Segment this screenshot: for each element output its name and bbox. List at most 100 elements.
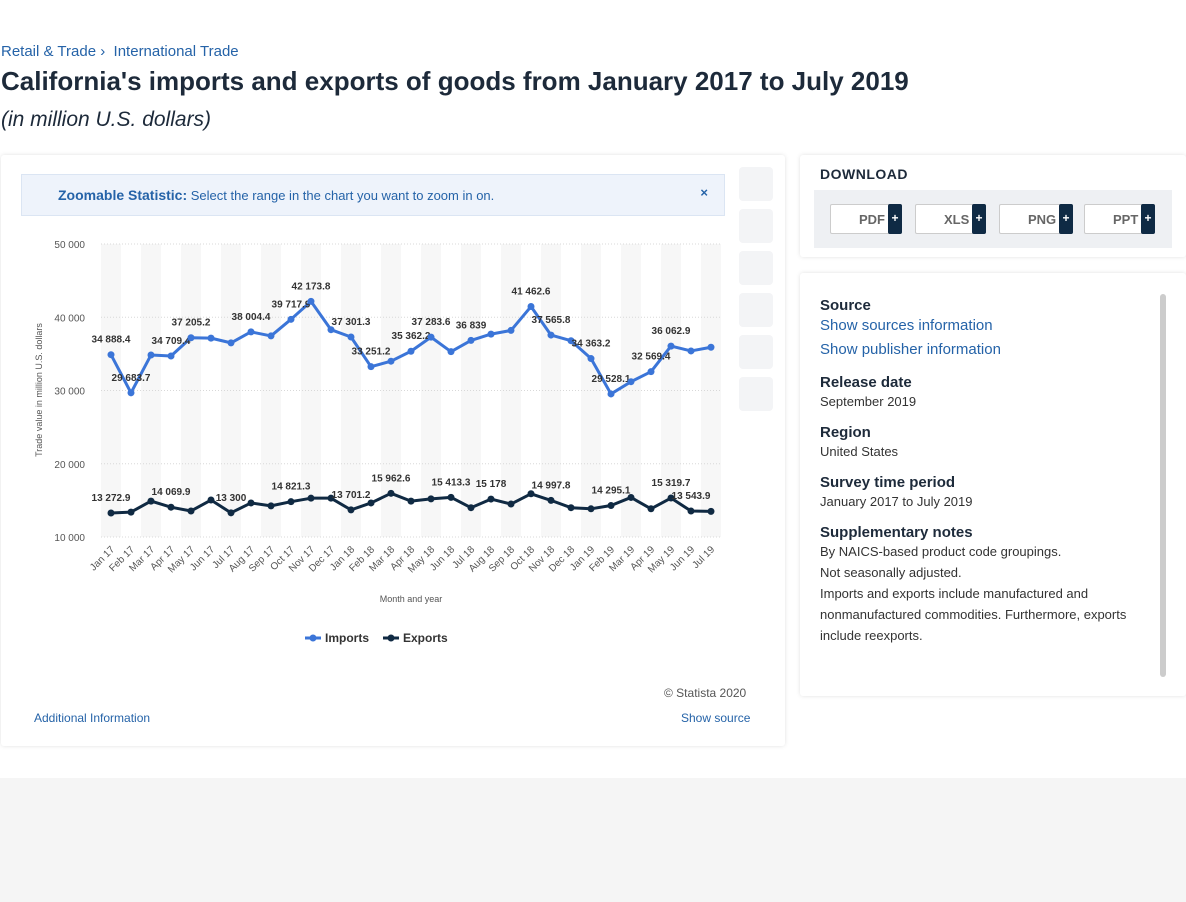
data-point (567, 337, 575, 345)
data-point (267, 332, 275, 340)
data-point (507, 500, 515, 508)
data-point (347, 333, 355, 341)
page-title: California's imports and exports of good… (1, 66, 909, 96)
data-point (227, 339, 235, 347)
data-label: 15 962.6 (372, 473, 411, 484)
close-button[interactable]: × (700, 185, 708, 200)
zoom-banner: Zoomable Statistic: Select the range in … (21, 174, 725, 216)
data-point (227, 509, 235, 517)
data-label: 34 709.4 (152, 336, 191, 347)
zoom-label: Zoomable Statistic: (58, 187, 188, 203)
format-label: PNG (1028, 212, 1057, 227)
y-tick-label: 30 000 (54, 387, 85, 398)
data-point (587, 505, 595, 513)
data-point (327, 326, 335, 334)
subtitle: (in million U.S. dollars) (1, 108, 212, 131)
data-point (307, 494, 315, 502)
data-point (527, 490, 535, 498)
data-label: 14 821.3 (272, 482, 311, 493)
data-label: 39 717.9 (272, 299, 311, 310)
zoom-text: Select the range in the chart you want t… (190, 188, 495, 203)
data-label: 37 205.2 (172, 318, 211, 329)
data-point (647, 505, 655, 513)
info-heading: Release date (820, 374, 912, 391)
legend-swatch-dot (309, 634, 317, 642)
data-point (247, 328, 255, 336)
download-button[interactable]: PDF + (830, 204, 902, 234)
data-point (467, 336, 475, 344)
data-label: 33 251.2 (352, 347, 391, 358)
legend-label: Exports (403, 631, 448, 645)
settings-button[interactable] (739, 251, 773, 285)
data-point (347, 506, 355, 514)
info-text: Imports and exports include manufactured… (820, 586, 1127, 643)
data-point (367, 363, 375, 371)
source-link[interactable]: Show sources information (820, 317, 993, 334)
data-point (267, 502, 275, 510)
data-point (287, 315, 295, 323)
data-label: 14 069.9 (152, 487, 191, 498)
data-point (687, 347, 695, 355)
y-tick-label: 50 000 (54, 240, 85, 251)
data-point (627, 493, 635, 501)
data-label: 14 295.1 (592, 486, 631, 497)
share-button[interactable] (739, 293, 773, 327)
data-label: 38 004.4 (232, 312, 271, 323)
data-point (287, 498, 295, 506)
scrollbar (1160, 294, 1166, 677)
print-button[interactable] (739, 377, 773, 411)
download-button[interactable]: PPT + (1084, 204, 1155, 234)
cite-button[interactable] (739, 335, 773, 369)
data-label: 15 413.3 (432, 477, 471, 488)
data-label: 34 888.4 (92, 335, 131, 346)
data-point (487, 495, 495, 503)
data-point (667, 342, 675, 350)
data-point (307, 297, 315, 305)
download-title: DOWNLOAD (820, 166, 908, 182)
data-point (587, 355, 595, 363)
y-tick-label: 10 000 (54, 533, 85, 544)
info-text: September 2019 (820, 394, 917, 409)
format-label: PPT (1113, 212, 1139, 227)
info-text: United States (820, 444, 899, 459)
data-point (447, 493, 455, 501)
data-point (707, 343, 715, 351)
data-point (427, 495, 435, 503)
breadcrumb-link[interactable]: International Trade (113, 43, 239, 60)
plus-icon: + (888, 204, 902, 234)
data-point (487, 330, 495, 338)
data-label: 36 839 (456, 320, 487, 331)
footer-band (0, 778, 1186, 902)
data-point (167, 503, 175, 511)
data-point (427, 333, 435, 341)
info-heading: Region (820, 424, 871, 441)
x-tick-label: Jul 19 (690, 544, 717, 571)
legend-label: Imports (325, 631, 369, 645)
data-point (387, 357, 395, 365)
source-link[interactable]: Show publisher information (820, 341, 1001, 358)
data-point (607, 502, 615, 510)
plus-icon: + (1141, 204, 1155, 234)
data-label: 13 272.9 (92, 493, 131, 504)
data-point (387, 489, 395, 497)
data-label: 36 062.9 (652, 326, 691, 337)
data-point (127, 389, 135, 397)
favorite-button[interactable] (739, 167, 773, 201)
data-label: 37 283.6 (412, 317, 451, 328)
data-point (147, 497, 155, 505)
data-label: 13 543.9 (672, 491, 711, 502)
additional-info-link[interactable]: Additional Information (34, 711, 151, 725)
show-source-link[interactable]: Show source (681, 711, 751, 725)
data-point (527, 303, 535, 311)
data-label: 29 528.1 (592, 374, 631, 385)
download-button[interactable]: PNG + (999, 204, 1073, 234)
y-tick-label: 20 000 (54, 460, 85, 471)
alert-button[interactable] (739, 209, 773, 243)
info-text: By NAICS-based product code groupings. (820, 544, 1062, 559)
data-point (107, 509, 115, 517)
data-point (507, 326, 515, 334)
breadcrumb-link[interactable]: Retail & Trade (1, 43, 97, 60)
data-label: 41 462.6 (512, 287, 551, 298)
data-point (127, 508, 135, 516)
download-button[interactable]: XLS + (915, 204, 986, 234)
